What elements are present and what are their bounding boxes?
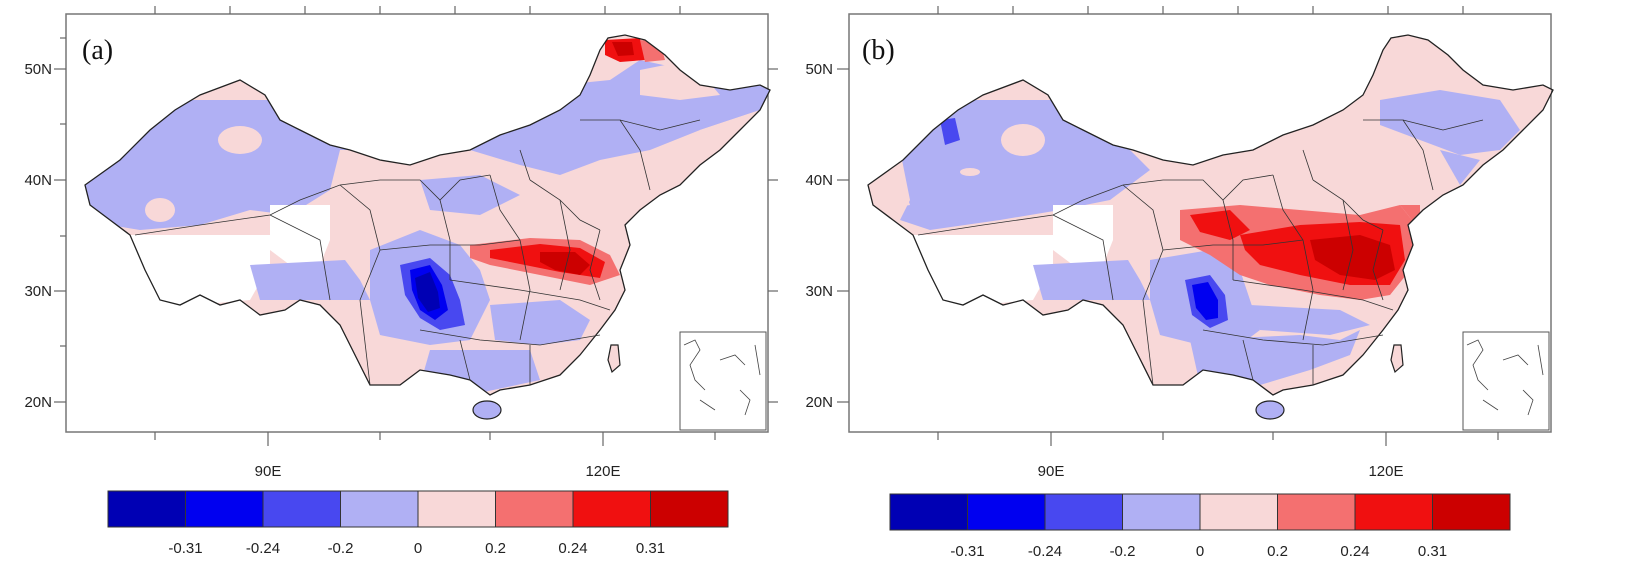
colorbar-swatch-6-a xyxy=(495,490,574,528)
colorbar-swatch-5-b xyxy=(1199,493,1278,531)
colorbar-swatch-8-a xyxy=(650,490,729,528)
panel-a-top-ticks xyxy=(154,6,681,14)
colorbar-swatch-7-a xyxy=(572,490,651,528)
scs-inset-lines-a xyxy=(683,339,761,416)
china-border-b xyxy=(867,34,1554,396)
lat-label-40n-b: 40N xyxy=(805,172,833,189)
colorbar-a: -0.31 -0.24 -0.2 0 0.2 0.24 0.31 xyxy=(107,490,729,557)
panel-b-left-ticks xyxy=(837,68,849,403)
lon-label-120e: 120E xyxy=(585,463,620,480)
colorbar-swatch-2-a xyxy=(185,490,264,528)
scs-inset-a xyxy=(679,331,767,431)
colorbar-swatch-7-b xyxy=(1354,493,1433,531)
hainan-b xyxy=(1255,400,1285,420)
panel-b-bottom-ticks xyxy=(937,432,1499,446)
taiwan-b xyxy=(1390,344,1404,374)
scs-inset-lines-b xyxy=(1466,339,1544,416)
colorbar-label-7-b: 0.31 xyxy=(1418,543,1447,560)
panel-a-right-ticks xyxy=(768,68,778,403)
panel-a-bottom-ticks xyxy=(154,432,716,446)
colorbar-swatch-1-b xyxy=(889,493,968,531)
hainan-a xyxy=(472,400,502,420)
colorbar-swatch-4-a xyxy=(340,490,419,528)
colorbar-label-1-a: -0.31 xyxy=(168,540,202,557)
colorbar-label-2-b: -0.24 xyxy=(1028,543,1062,560)
scs-inset-b xyxy=(1462,331,1550,431)
panel-a-shading xyxy=(85,35,770,395)
china-border-a xyxy=(84,34,771,396)
panel-a-left-ticks xyxy=(54,37,66,403)
lon-label-90e-b: 90E xyxy=(1038,463,1065,480)
province-lines-b xyxy=(917,119,1484,386)
lon-label-90e: 90E xyxy=(255,463,282,480)
lat-label-20n-b: 20N xyxy=(805,394,833,411)
colorbar-label-2-a: -0.24 xyxy=(246,540,280,557)
colorbar-label-3-a: -0.2 xyxy=(328,540,354,557)
panel-b: 50N 40N 30N 20N 90E 120E xyxy=(768,6,1554,480)
lat-label-40n: 40N xyxy=(24,172,52,189)
colorbar-swatch-3-a xyxy=(262,490,341,528)
colorbar-label-1-b: -0.31 xyxy=(950,543,984,560)
colorbar-swatch-8-b xyxy=(1432,493,1511,531)
panel-b-label: (b) xyxy=(862,35,895,66)
lat-label-30n-b: 30N xyxy=(805,283,833,300)
lat-label-50n-b: 50N xyxy=(805,61,833,78)
colorbar-label-3-b: -0.2 xyxy=(1110,543,1136,560)
colorbar-label-5-b: 0.2 xyxy=(1267,543,1288,560)
colorbar-label-7-a: 0.31 xyxy=(636,540,665,557)
colorbar-label-6-a: 0.24 xyxy=(558,540,587,557)
panel-b-top-ticks xyxy=(937,6,1464,14)
lat-label-50n: 50N xyxy=(24,61,52,78)
panel-a-label: (a) xyxy=(82,35,113,66)
province-lines-a xyxy=(134,119,701,386)
colorbar-swatch-5-a xyxy=(417,490,496,528)
panel-b-frame xyxy=(848,13,1552,433)
panel-a: 50N 40N 30N 20N 90E 120E xyxy=(24,6,771,480)
colorbar-label-5-a: 0.2 xyxy=(485,540,506,557)
colorbar-swatch-6-b xyxy=(1277,493,1356,531)
colorbar-label-4-a: 0 xyxy=(414,540,422,557)
colorbar-label-4-b: 0 xyxy=(1196,543,1204,560)
lon-label-120e-b: 120E xyxy=(1368,463,1403,480)
colorbar-b: -0.31 -0.24 -0.2 0 0.2 0.24 0.31 xyxy=(889,493,1511,560)
taiwan-a xyxy=(607,344,621,374)
colorbar-swatch-2-b xyxy=(967,493,1046,531)
lat-label-20n: 20N xyxy=(24,394,52,411)
colorbar-swatch-4-b xyxy=(1122,493,1201,531)
panel-b-shading xyxy=(868,35,1551,395)
colorbar-swatch-1-a xyxy=(107,490,186,528)
panel-a-frame xyxy=(65,13,769,433)
colorbar-swatch-3-b xyxy=(1044,493,1123,531)
colorbar-label-6-b: 0.24 xyxy=(1340,543,1369,560)
lat-label-30n: 30N xyxy=(24,283,52,300)
